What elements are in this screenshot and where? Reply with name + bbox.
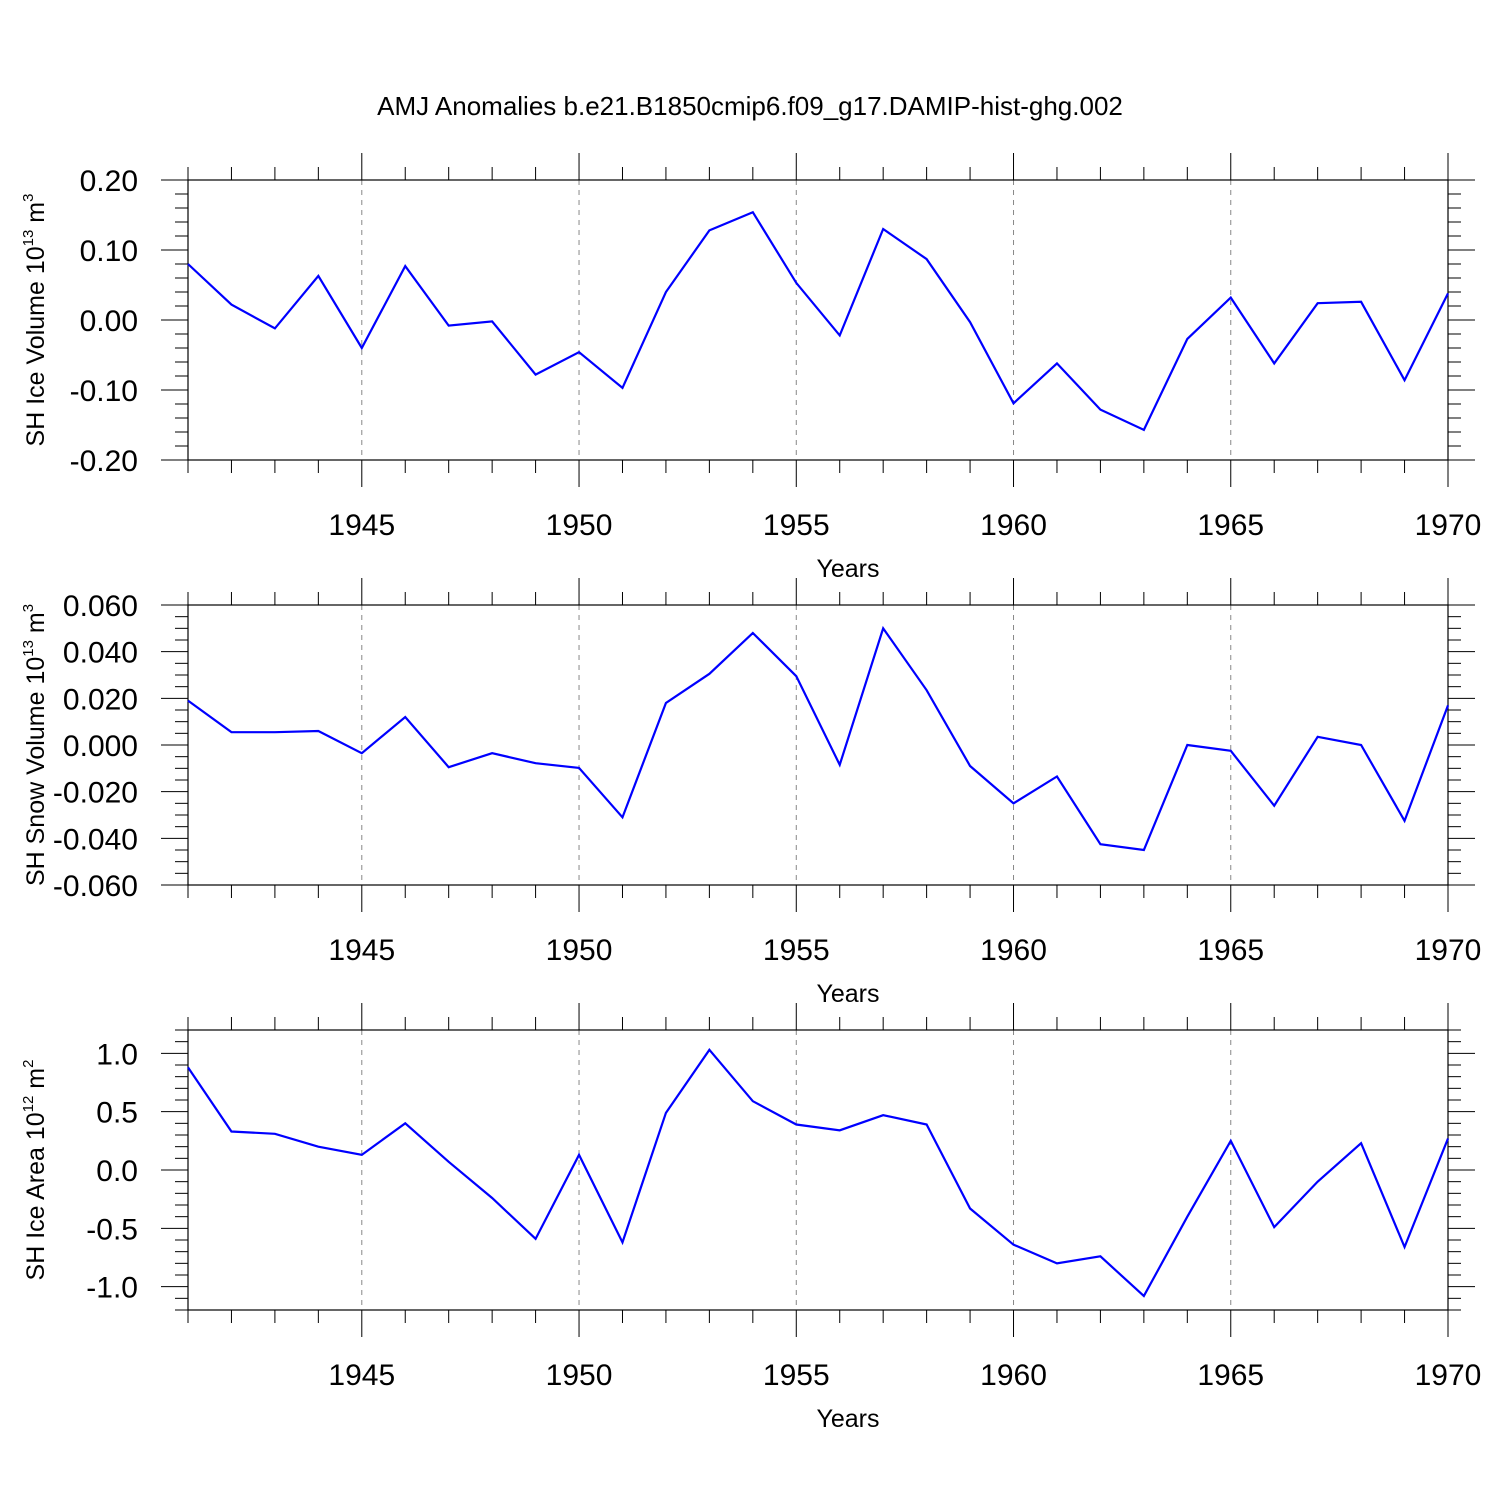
x-tick-label: 1965 (1197, 1359, 1264, 1392)
y-axis-label: SH Snow Volume 1013 m3 (20, 604, 50, 886)
x-axis-label: Years (816, 555, 879, 583)
panel-ice-volume: -0.20 -0.10 0.00 0.10 0.20 1945 1950 1955 1960 19… (20, 153, 1481, 583)
y-axis-label: SH Ice Area 1012 m2 (20, 1060, 50, 1281)
y-tick-label: 0.5 (96, 1097, 138, 1130)
x-tick-label: 1970 (1415, 1359, 1482, 1392)
y-tick-label: 0.020 (63, 683, 138, 716)
y-tick-label: 0.040 (63, 637, 138, 670)
x-tick-label: 1950 (546, 1359, 613, 1392)
panel-ice-area: -1.0 -0.5 0.0 0.5 1.0 1945 1950 1955 1960 1965 197… (20, 1003, 1481, 1433)
x-tick-label: 1955 (763, 1359, 830, 1392)
x-tick-label: 1955 (763, 509, 830, 542)
y-tick-label: -0.060 (53, 870, 138, 903)
x-tick-label: 1960 (980, 509, 1047, 542)
series-line-snow-volume (187, 625, 1450, 852)
x-tick-label: 1945 (328, 1359, 395, 1392)
x-tick-label: 1945 (328, 934, 395, 967)
y-tick-label: -0.10 (70, 375, 138, 408)
panel-snow-volume: -0.060 -0.040 -0.020 0.000 0.020 0.040 0.060 19… (20, 578, 1481, 1008)
x-tick-label: 1965 (1197, 509, 1264, 542)
y-tick-label: 0.060 (63, 590, 138, 623)
figure-title: AMJ Anomalies b.e21.B1850cmip6.f09_g17.D… (377, 91, 1123, 121)
series-line-ice-area (187, 1048, 1450, 1298)
x-tick-label: 1965 (1197, 934, 1264, 967)
y-tick-label: -0.20 (70, 445, 138, 478)
y-tick-label: -0.040 (53, 823, 138, 856)
y-axis-label: SH Ice Volume 1013 m3 (20, 194, 50, 447)
plot-frame (187, 179, 1449, 461)
plot-frame (187, 1029, 1449, 1311)
series-line-ice-volume (187, 210, 1449, 432)
x-tick-label: 1960 (980, 1359, 1047, 1392)
x-tick-label: 1970 (1415, 509, 1482, 542)
y-tick-label: 0.10 (80, 235, 138, 268)
y-tick-label: 0.20 (80, 165, 138, 198)
y-tick-label: -1.0 (86, 1272, 138, 1305)
x-axis-label: Years (816, 1405, 879, 1433)
y-tick-label: -0.5 (86, 1213, 138, 1246)
y-tick-label: -0.020 (53, 777, 138, 810)
x-tick-label: 1945 (328, 509, 395, 542)
x-tick-label: 1960 (980, 934, 1047, 967)
x-tick-label: 1950 (546, 509, 613, 542)
plot-frame (187, 604, 1449, 886)
x-tick-label: 1950 (546, 934, 613, 967)
x-axis-label: Years (816, 980, 879, 1008)
y-tick-label: 1.0 (96, 1038, 138, 1071)
y-tick-label: 0.000 (63, 730, 138, 763)
y-tick-label: 0.0 (96, 1155, 138, 1188)
x-tick-label: 1955 (763, 934, 830, 967)
y-tick-label: 0.00 (80, 305, 138, 338)
x-tick-label: 1970 (1415, 934, 1482, 967)
